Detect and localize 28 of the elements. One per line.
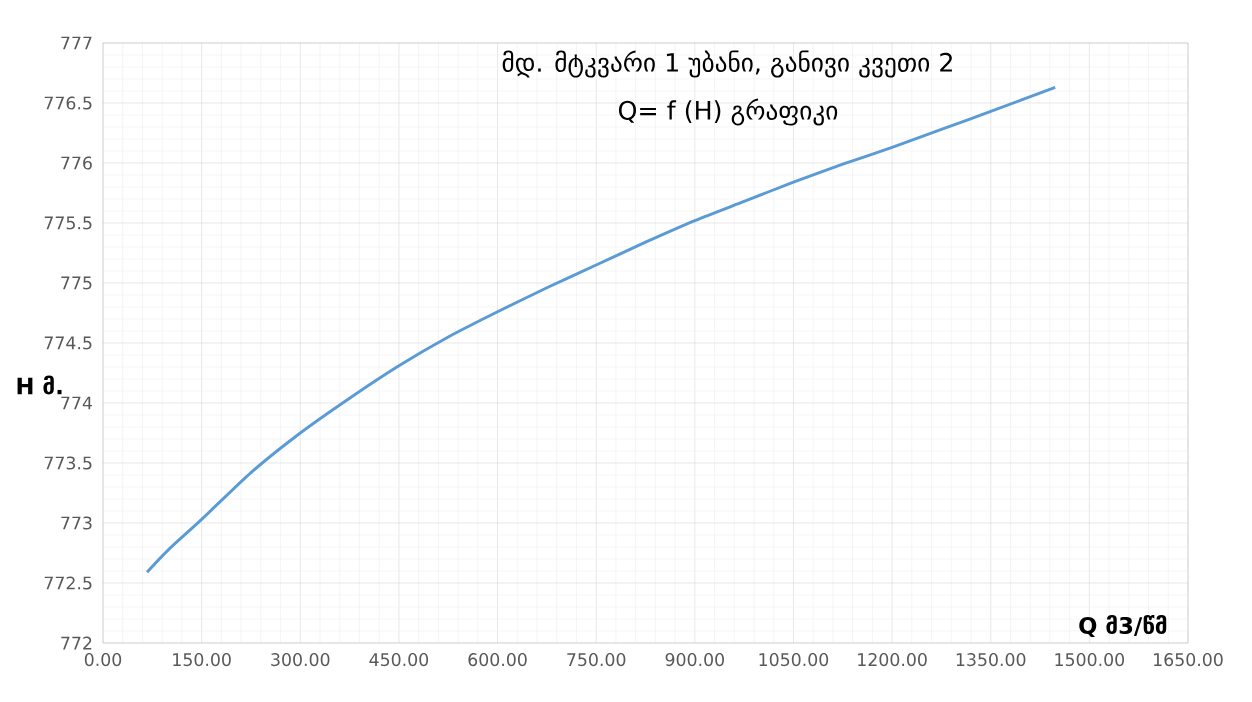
text: Q= f (H) გრაფიკი <box>618 98 838 126</box>
x-tick-label: 150.00 <box>173 653 231 667</box>
x-tick-label: 900.00 <box>665 653 724 667</box>
y-tick-label: 775 <box>61 276 92 290</box>
y-tick-label: 772.5 <box>44 576 92 590</box>
x-tick-label: 600.00 <box>468 653 527 667</box>
line-series <box>145 85 1057 574</box>
x-axis-title: Q მ3/წმ <box>1079 614 1167 638</box>
y-tick-label: 774 <box>61 396 92 410</box>
x-tick-label: 1650.00 <box>1154 653 1223 667</box>
x-tick-label: 1500.00 <box>1055 653 1125 667</box>
y-tick-label: 774.5 <box>44 336 92 350</box>
x-tick-label: 1200.00 <box>858 653 927 667</box>
x-tick-label: 300.00 <box>271 653 330 667</box>
x-tick-label: 450.00 <box>369 653 429 667</box>
y-tick-label: 773.5 <box>44 456 92 470</box>
x-tick-label: 0.00 <box>84 653 122 667</box>
y-tick-label: 776.5 <box>44 96 92 110</box>
chart-title: მდ. მტკვარი 1 უბანი, განივი კვეთი 2 <box>502 50 952 78</box>
y-axis-title: H მ. <box>17 375 62 395</box>
y-tick-label: 776 <box>61 156 92 170</box>
x-tick-label: 750.00 <box>567 653 626 667</box>
x-tick-label: 1050.00 <box>759 653 829 667</box>
y-tick-label: 775.5 <box>44 216 92 230</box>
x-tick-label: 1350.00 <box>956 653 1026 667</box>
y-tick-label: 777 <box>61 36 92 50</box>
y-tick-label: 773 <box>61 516 92 530</box>
y-tick-label: 772 <box>61 636 92 650</box>
